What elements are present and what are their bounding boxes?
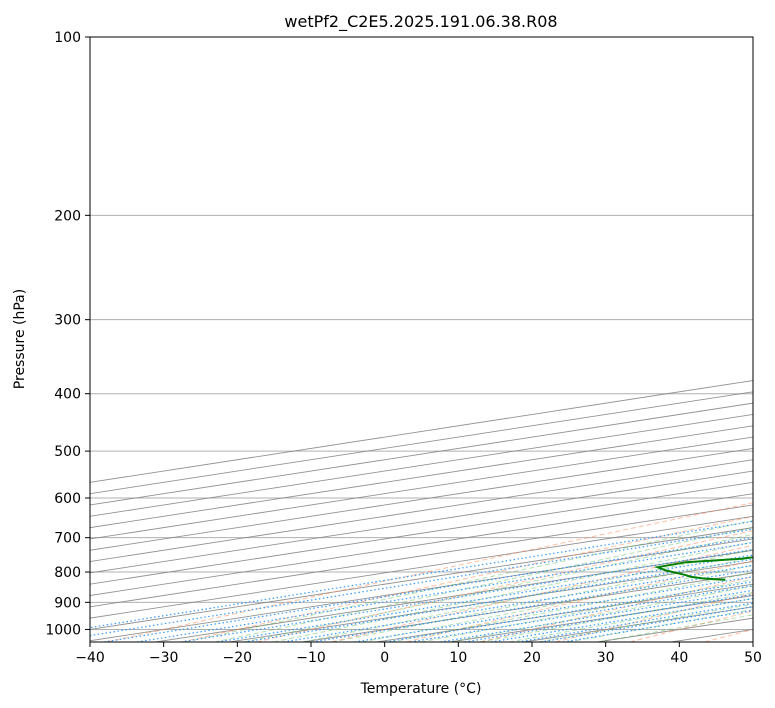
- moist-adiabat-line: [420, 579, 753, 642]
- chart-title: wetPf2_C2E5.2025.191.06.38.R08: [284, 12, 557, 32]
- mixing-ratio-line: [354, 576, 753, 642]
- moist-adiabat-line: [243, 533, 753, 642]
- mixing-ratio-line: [410, 584, 753, 642]
- mixing-ratio-line: [103, 536, 753, 642]
- x-tick-label: 50: [744, 650, 762, 666]
- y-tick-label: 500: [54, 444, 81, 460]
- mixing-ratio-line: [217, 554, 753, 642]
- x-tick-label: 40: [670, 650, 688, 666]
- x-tick-label: −10: [296, 650, 326, 666]
- isotherm-line: [90, 459, 753, 563]
- x-tick-label: −40: [75, 650, 105, 666]
- isotherm-line: [90, 504, 753, 608]
- mixing-ratio-line: [440, 589, 753, 642]
- mixing-ratio-line: [90, 520, 753, 629]
- dry-adiabat-line: [181, 515, 753, 642]
- x-axis-label: Temperature (°C): [360, 681, 482, 697]
- y-tick-label: 300: [54, 313, 81, 329]
- isotherm-line: [90, 481, 753, 585]
- isotherm-line: [90, 515, 753, 619]
- moist-adiabat-line: [273, 541, 753, 642]
- x-tick-label: 0: [380, 650, 389, 666]
- mixing-ratio-line: [385, 581, 753, 642]
- y-tick-label: 800: [54, 565, 81, 581]
- mixing-ratio-line: [540, 606, 753, 642]
- moist-adiabat-line: [450, 585, 753, 642]
- y-tick-label: 400: [54, 387, 81, 403]
- mixing-ratio-line: [90, 528, 753, 637]
- moist-adiabat-line: [184, 519, 753, 642]
- axes: −40 −30 −20 −10 0 10 20 30 40 50 1000 900 800 700 600 5…: [45, 30, 762, 666]
- y-axis-label: Pressure (hPa): [12, 289, 28, 389]
- isotherm-line: [90, 493, 753, 596]
- x-tick-label: 30: [597, 650, 615, 666]
- y-tick-label: 700: [54, 531, 81, 547]
- dry-adiabat-line: [555, 592, 753, 642]
- dry-adiabat-line: [704, 628, 753, 642]
- y-tick-label: 200: [54, 208, 81, 224]
- isotherm-line: [90, 527, 753, 630]
- dry-adiabat-line: [480, 576, 753, 642]
- plot-frame: [89, 36, 754, 643]
- dry-adiabat-line: [256, 530, 753, 642]
- isotherm-label: 40: [766, 606, 775, 624]
- moist-adiabat-line: [302, 549, 753, 642]
- y-tick-label: 1000: [45, 622, 81, 638]
- dry-adiabat-line: [331, 544, 753, 642]
- y-tick-label: 100: [54, 30, 81, 46]
- isotherm-line: [229, 561, 753, 642]
- line-labels: 0.10.20.40.611.52346810131620253036-100-…: [766, 24, 775, 624]
- moist-adiabat-line: [361, 564, 753, 642]
- isotherm-line: [450, 595, 753, 642]
- moist-adiabat-line: [479, 591, 753, 642]
- isotherm-line: [523, 606, 753, 642]
- dry-adiabat-line: [405, 560, 753, 642]
- x-tick-label: 20: [523, 650, 541, 666]
- x-tick-label: −20: [223, 650, 253, 666]
- y-tick-label: 900: [54, 595, 81, 611]
- isotherm-line: [90, 447, 753, 551]
- x-tick-label: −30: [149, 650, 179, 666]
- mixing-ratio-line: [180, 548, 753, 642]
- background-lines: [90, 37, 753, 642]
- moist-adiabat-line: [509, 597, 753, 642]
- isotherm-line: [671, 628, 753, 642]
- y-tick-label: 600: [54, 491, 81, 507]
- isotherm-line: [376, 583, 753, 642]
- x-tick-label: 10: [449, 650, 467, 666]
- isotherm-line: [302, 572, 753, 642]
- moist-adiabat-line: [214, 526, 753, 642]
- isotherm-line: [155, 549, 753, 642]
- isotherm-line: [90, 470, 753, 574]
- dry-adiabat-line: [106, 502, 753, 642]
- isotherm-line: [90, 538, 753, 642]
